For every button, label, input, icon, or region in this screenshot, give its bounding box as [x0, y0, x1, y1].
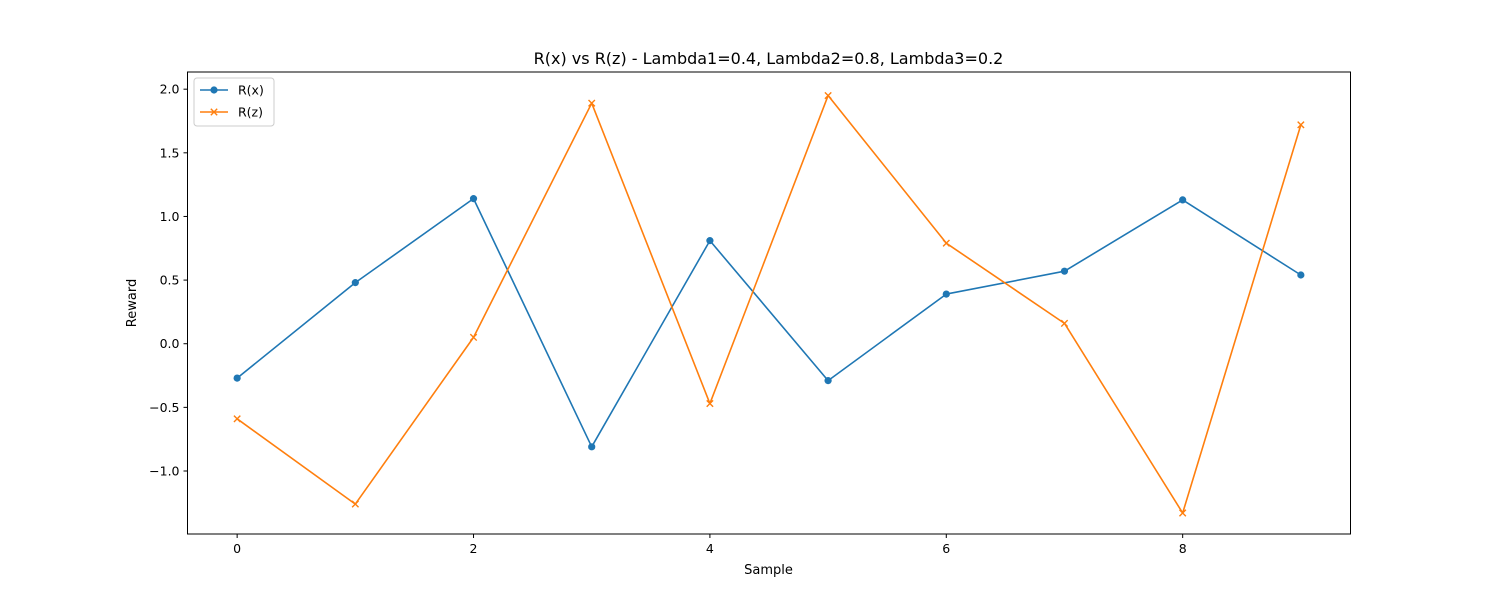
y-tick-label: 2.0 — [160, 82, 180, 97]
legend-label: R(z) — [238, 105, 263, 120]
chart-title: R(x) vs R(z) - Lambda1=0.4, Lambda2=0.8,… — [534, 49, 1004, 68]
y-tick-label: −0.5 — [149, 400, 179, 415]
data-point — [1297, 121, 1305, 129]
data-point — [706, 237, 714, 245]
data-point — [1297, 271, 1305, 279]
data-point — [824, 91, 832, 100]
data-point — [469, 195, 478, 203]
y-axis-title: Reward — [125, 279, 140, 327]
data-point — [1179, 196, 1187, 204]
data-point — [706, 399, 714, 408]
data-point — [469, 333, 478, 342]
legend-label: R(x) — [238, 83, 264, 98]
y-tick-label: −1.0 — [149, 464, 179, 479]
data-point — [233, 374, 241, 382]
y-tick-label: 0.5 — [160, 273, 180, 288]
legend-marker — [210, 108, 218, 116]
x-tick-label: 4 — [706, 541, 714, 556]
series-layer — [233, 91, 1305, 517]
legend-marker — [210, 86, 218, 94]
data-point — [588, 443, 596, 451]
x-axis-title: Sample — [744, 563, 793, 578]
y-tick-label: 1.0 — [160, 209, 180, 224]
data-point — [351, 500, 360, 508]
x-tick-label: 2 — [470, 541, 478, 556]
data-point — [1178, 509, 1187, 517]
y-tick-label: 1.5 — [160, 145, 180, 160]
x-tick-label: 0 — [233, 541, 241, 556]
legend: R(x) R(z) — [193, 77, 275, 127]
y-tick-label: 0.0 — [160, 336, 180, 351]
series-rz — [233, 91, 1305, 517]
data-point — [942, 290, 950, 298]
series-rx — [233, 195, 1305, 451]
x-axis: 0 2 4 6 8 — [233, 534, 1187, 556]
plot-frame — [187, 71, 1351, 535]
data-point — [233, 415, 241, 423]
data-point — [588, 99, 596, 107]
y-axis: −1.0 −0.5 0.0 0.5 1.0 1.5 2.0 — [149, 82, 188, 479]
data-point — [942, 239, 950, 247]
data-point — [351, 279, 359, 287]
series-line — [236, 94, 1302, 514]
data-point — [1060, 267, 1069, 275]
plot-area — [187, 71, 1351, 535]
data-point — [824, 377, 832, 385]
x-tick-label: 6 — [942, 541, 950, 556]
series-line — [236, 197, 1302, 448]
data-point — [1060, 319, 1069, 328]
x-tick-label: 8 — [1179, 541, 1187, 556]
